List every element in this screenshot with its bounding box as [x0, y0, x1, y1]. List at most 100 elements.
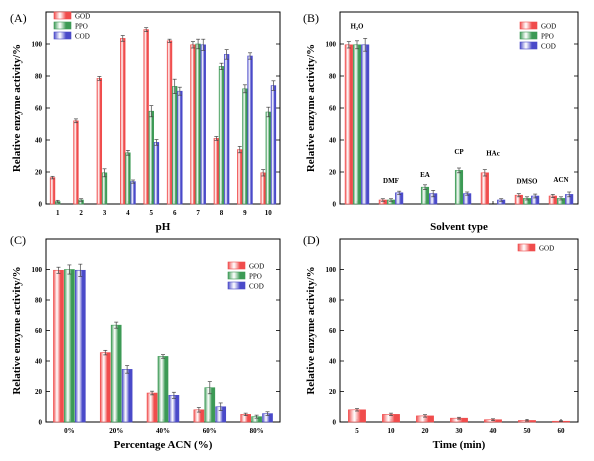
- x-tick-label: 7: [196, 209, 200, 217]
- y-tick-label: 20: [35, 388, 43, 396]
- bar-cod: [247, 55, 253, 205]
- bar-cod: [200, 44, 206, 205]
- x-tick-label: 60%: [203, 427, 217, 435]
- bar-god: [348, 409, 366, 423]
- legend-swatch-cod: [227, 281, 246, 290]
- legend-label: PPO: [541, 33, 554, 41]
- bar-god: [99, 352, 111, 423]
- y-tick-label: 40: [35, 137, 43, 145]
- bar-ppo: [64, 269, 75, 423]
- legend-label: GOD: [249, 263, 264, 271]
- legend-swatch-cod: [53, 31, 72, 40]
- bar-god: [344, 44, 353, 205]
- legend-swatch-ppo: [519, 31, 538, 40]
- legend-label: GOD: [541, 23, 556, 31]
- y-tick-label: 60: [35, 327, 43, 335]
- bar-cod: [361, 44, 370, 205]
- x-tick-label: 5: [355, 427, 359, 435]
- bar-ppo: [454, 170, 464, 205]
- y-tick-label: 80: [329, 73, 337, 81]
- panel-tag: (C): [10, 233, 26, 247]
- bar-ppo: [148, 110, 154, 205]
- legend-swatch-ppo: [227, 271, 246, 280]
- y-tick-label: 80: [35, 73, 43, 81]
- bar-ppo: [352, 44, 362, 205]
- bar-cod: [121, 369, 133, 423]
- y-tick-label: 60: [329, 327, 337, 335]
- x-tick-label: 6: [173, 209, 177, 217]
- legend-label: COD: [249, 283, 264, 291]
- bar-god: [53, 269, 64, 423]
- y-tick-label: 100: [326, 41, 337, 49]
- bar-god: [190, 44, 196, 205]
- bar-god: [166, 40, 173, 205]
- x-tick-label: 9: [243, 209, 247, 217]
- legend-label: GOD: [75, 13, 90, 21]
- y-axis-label: Relative enzyme activity/%: [305, 266, 317, 394]
- y-tick-label: 60: [35, 105, 43, 113]
- chart-panel: (D) 0 20 40 60 80 100 Relative enzyme activity/…: [303, 233, 579, 451]
- y-tick-label: 40: [329, 358, 337, 366]
- bar-cod: [168, 395, 180, 423]
- legend-swatch-god: [227, 261, 246, 270]
- y-tick-label: 80: [35, 297, 43, 305]
- x-category-label: H₂O: [351, 22, 365, 30]
- legend-label: PPO: [249, 273, 262, 281]
- x-tick-label: 8: [220, 209, 224, 217]
- legend-label: GOD: [539, 245, 554, 253]
- legend-swatch-ppo: [53, 21, 72, 30]
- y-tick-label: 60: [329, 105, 337, 113]
- x-category-label: CP: [454, 148, 464, 156]
- x-tick-label: 10: [265, 209, 273, 217]
- bar-ppo: [265, 111, 271, 205]
- panel-tag: (D): [303, 233, 320, 247]
- y-tick-label: 0: [39, 419, 43, 427]
- y-tick-label: 0: [333, 201, 337, 209]
- y-tick-label: 40: [35, 358, 43, 366]
- bar-god: [237, 149, 243, 205]
- x-axis-label: Percentage ACN (%): [114, 439, 213, 451]
- chart-panel: (A) 0 20 40 60 80 100 Relative enzyme activity/…: [10, 11, 281, 233]
- chart-panel: (C) 0 20 40 60 80 100 Relative enzyme activity/…: [10, 233, 281, 451]
- x-axis-label: Time (min): [433, 439, 486, 451]
- bar-god: [73, 120, 79, 205]
- y-tick-label: 40: [329, 137, 337, 145]
- bar-ppo: [110, 324, 122, 423]
- x-tick-label: 4: [126, 209, 130, 217]
- plot-frame: [339, 238, 579, 423]
- y-tick-label: 20: [329, 388, 337, 396]
- legend-swatch-god: [53, 11, 72, 20]
- bar-cod: [270, 85, 277, 205]
- x-category-label: DMSO: [517, 178, 539, 186]
- panel-tag: (B): [303, 11, 319, 25]
- chart-panel: (B) 0 20 40 60 80 100 Relative enzyme activity/…: [303, 11, 579, 233]
- y-tick-label: 100: [32, 41, 43, 49]
- x-tick-label: 5: [150, 209, 154, 217]
- legend-label: COD: [75, 33, 90, 41]
- legend-swatch-cod: [519, 41, 538, 50]
- x-category-label: ACN: [553, 176, 568, 184]
- legend-label: PPO: [75, 23, 88, 31]
- x-tick-label: 40: [490, 427, 498, 435]
- x-category-label: HAc: [486, 150, 500, 158]
- legend-label: COD: [541, 43, 556, 51]
- bar-god: [96, 78, 103, 205]
- y-tick-label: 100: [326, 266, 337, 274]
- panel-tag: (A): [10, 11, 27, 25]
- x-tick-label: 40%: [156, 427, 170, 435]
- x-tick-label: 2: [79, 209, 83, 217]
- x-tick-label: 50: [524, 427, 532, 435]
- bar-god: [49, 177, 56, 205]
- bar-cod: [130, 181, 136, 205]
- y-tick-label: 0: [333, 419, 337, 427]
- y-tick-label: 80: [329, 297, 337, 305]
- x-tick-label: 10: [388, 427, 396, 435]
- x-tick-label: 3: [103, 209, 107, 217]
- y-tick-label: 0: [39, 201, 43, 209]
- y-tick-label: 20: [329, 169, 337, 177]
- x-axis-label: Solvent type: [430, 221, 488, 233]
- x-tick-label: 60: [558, 427, 566, 435]
- bar-ppo: [218, 66, 225, 205]
- x-tick-label: 30: [456, 427, 464, 435]
- bar-god: [213, 138, 220, 205]
